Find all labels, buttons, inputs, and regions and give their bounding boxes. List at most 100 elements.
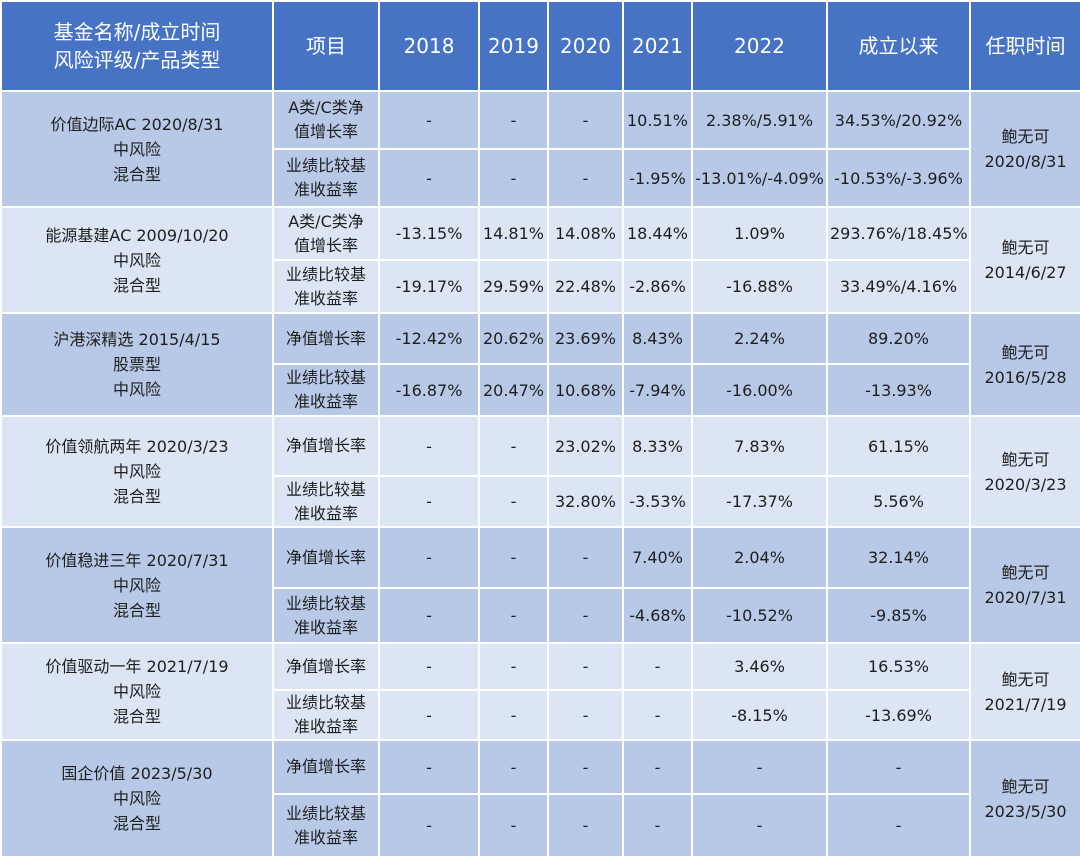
value-cell: 7.40% bbox=[622, 526, 693, 589]
value-cell: - bbox=[547, 642, 624, 691]
item-label-line: 准收益率 bbox=[293, 617, 358, 637]
value-cell: 16.53% bbox=[826, 642, 971, 691]
fund-info-line: 沪港深精选 2015/4/15 bbox=[53, 330, 221, 349]
item-label-line: 净值增长率 bbox=[285, 757, 366, 776]
value-cell: - bbox=[691, 739, 828, 795]
tenure-date: 2023/5/30 bbox=[984, 801, 1067, 821]
item-label-line: 业绩比较基 bbox=[285, 156, 366, 175]
fund-info-line: 中风险 bbox=[112, 250, 161, 270]
tenure-date: 2020/3/23 bbox=[984, 474, 1067, 494]
item-cell: 净值增长率 bbox=[272, 415, 380, 477]
value-cell: 29.59% bbox=[478, 259, 549, 314]
value-cell: -13.93% bbox=[826, 363, 971, 417]
value-cell: 32.80% bbox=[547, 475, 624, 528]
item-cell: 净值增长率 bbox=[272, 642, 380, 691]
fund-info-line: 中风险 bbox=[112, 462, 161, 481]
value-cell: -3.53% bbox=[622, 475, 693, 528]
value-cell: 32.14% bbox=[826, 526, 971, 589]
fund-info-line: 股票型 bbox=[112, 355, 161, 374]
table-row: 业绩比较基 准收益率 - - - -4.68% -10.52% -9.85% bbox=[1, 587, 1080, 644]
item-label-line: 准收益率 bbox=[293, 288, 358, 308]
fund-info-line: 混合型 bbox=[112, 164, 161, 184]
value-cell: - bbox=[378, 526, 480, 589]
value-cell: - bbox=[378, 793, 480, 858]
value-cell: - bbox=[378, 587, 480, 644]
value-cell: - bbox=[622, 642, 693, 691]
header-year: 2021 bbox=[622, 0, 693, 92]
value-cell: 8.33% bbox=[622, 415, 693, 477]
header-row: 基金名称/成立时间 风险评级/产品类型 项目 2018 2019 2020 20… bbox=[0, 0, 1080, 92]
value-cell: 1.09% bbox=[691, 206, 828, 261]
tenure-date: 2020/8/31 bbox=[984, 152, 1067, 171]
header-year: 2020 bbox=[547, 0, 624, 92]
fund-info-cell: 能源基建AC 2009/10/20 中风险 混合型 bbox=[0, 206, 274, 314]
manager-name: 鲍无可 bbox=[1001, 563, 1050, 582]
value-cell: 2.38%/5.91% bbox=[691, 90, 828, 150]
value-cell: 10.51% bbox=[622, 90, 693, 150]
value-cell: 23.69% bbox=[547, 312, 624, 365]
fund-info-line: 价值驱动一年 2021/7/19 bbox=[45, 657, 229, 676]
item-label-line: A类/C类净 bbox=[288, 211, 364, 231]
item-label-line: 净值增长率 bbox=[285, 656, 366, 676]
manager-name: 鲍无可 bbox=[1001, 449, 1050, 469]
item-cell: 业绩比较基 准收益率 bbox=[272, 363, 380, 417]
manager-name: 鲍无可 bbox=[1001, 342, 1050, 362]
value-cell: -4.68% bbox=[622, 587, 693, 644]
fund-info-cell: 价值驱动一年 2021/7/19 中风险 混合型 bbox=[0, 642, 274, 741]
item-label-line: 业绩比较基 bbox=[285, 368, 366, 387]
table-row: 价值稳进三年 2020/7/31 中风险 混合型 净值增长率 - - -7.40% 2.04%… bbox=[0, 526, 1080, 644]
item-cell: 净值增长率 bbox=[272, 739, 380, 795]
value-cell: -10.52% bbox=[691, 587, 828, 644]
value-cell: -17.37% bbox=[691, 475, 828, 528]
value-cell: - bbox=[691, 793, 828, 858]
item-cell: A类/C类净 值增长率 bbox=[272, 206, 380, 261]
value-cell: - bbox=[622, 793, 693, 858]
value-cell: 10.68% bbox=[547, 363, 624, 417]
value-cell: - bbox=[826, 739, 971, 795]
item-label-line: 净值增长率 bbox=[285, 547, 366, 567]
tenure-cell: 鲍无可 2021/7/19 bbox=[969, 642, 1080, 741]
item-cell: 净值增长率 bbox=[272, 312, 380, 365]
fund-info-line: 国企价值 2023/5/30 bbox=[61, 764, 213, 783]
value-cell: - bbox=[826, 793, 971, 858]
value-cell: - bbox=[378, 642, 480, 691]
header-fund: 基金名称/成立时间 风险评级/产品类型 bbox=[0, 0, 274, 92]
value-cell: 18.44% bbox=[622, 206, 693, 261]
value-cell: -13.15% bbox=[378, 206, 480, 261]
value-cell: -13.69% bbox=[826, 689, 971, 741]
header-item: 项目 bbox=[272, 0, 380, 92]
value-cell: - bbox=[378, 739, 480, 795]
value-cell: -13.01%/-4.09% bbox=[691, 148, 828, 208]
fund-info-line: 混合型 bbox=[112, 600, 161, 620]
item-label-line: 净值增长率 bbox=[285, 328, 366, 348]
item-cell: A类/C类净 值增长率 bbox=[272, 90, 380, 150]
fund-info-line: 价值边际AC 2020/8/31 bbox=[50, 114, 224, 134]
value-cell: - bbox=[478, 415, 549, 477]
table-row: 能源基建AC 2009/10/20 中风险 混合型 A类/C类净 值增长率 -13.15%… bbox=[0, 206, 1080, 314]
item-label-line: 值增长率 bbox=[293, 122, 358, 141]
header-year: 2019 bbox=[478, 0, 549, 92]
item-label-line: 净值增长率 bbox=[285, 436, 366, 455]
fund-info-cell: 价值稳进三年 2020/7/31 中风险 混合型 bbox=[0, 526, 274, 644]
table-row: 业绩比较基 准收益率 - - - -1.95% -13.01%/-4.09% -10.53%/… bbox=[1, 148, 1080, 208]
fund-info-cell: 价值领航两年 2020/3/23 中风险 混合型 bbox=[0, 415, 274, 528]
value-cell: - bbox=[378, 415, 480, 477]
tenure-date: 2016/5/28 bbox=[984, 367, 1067, 387]
value-cell: 7.83% bbox=[691, 415, 828, 477]
value-cell: - bbox=[547, 689, 624, 741]
item-cell: 业绩比较基 准收益率 bbox=[272, 689, 380, 741]
value-cell: -16.88% bbox=[691, 259, 828, 314]
value-cell: 89.20% bbox=[826, 312, 971, 365]
table-row: 沪港深精选 2015/4/15 股票型 中风险 净值增长率 -12.42% 20.62% 2… bbox=[0, 312, 1080, 417]
item-label-line: 值增长率 bbox=[293, 235, 358, 255]
value-cell: - bbox=[622, 739, 693, 795]
item-label-line: 业绩比较基 bbox=[285, 479, 366, 499]
table-row: 业绩比较基 准收益率 - - - - - - bbox=[1, 793, 1080, 858]
fund-info-cell: 国企价值 2023/5/30 中风险 混合型 bbox=[0, 739, 274, 858]
value-cell: 20.62% bbox=[478, 312, 549, 365]
item-label-line: 业绩比较基 bbox=[285, 803, 366, 823]
value-cell: - bbox=[378, 475, 480, 528]
value-cell: - bbox=[547, 148, 624, 208]
item-cell: 业绩比较基 准收益率 bbox=[272, 475, 380, 528]
